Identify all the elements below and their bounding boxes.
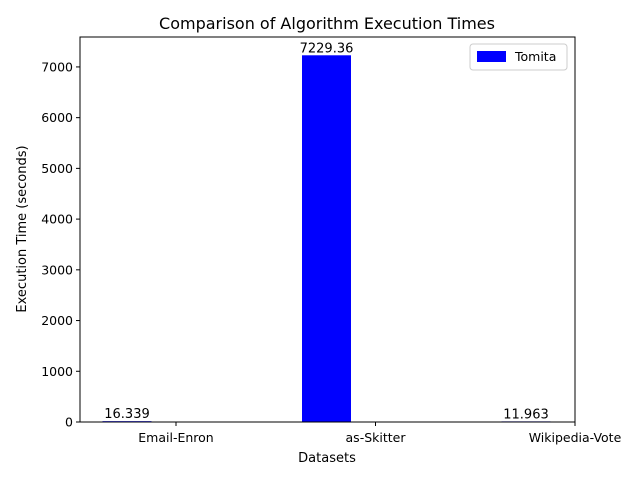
x-tick-label: Email-Enron <box>138 430 213 445</box>
y-tick-label: 0 <box>65 415 73 430</box>
legend-swatch <box>477 51 506 62</box>
data-label: 11.963 <box>503 407 549 422</box>
x-tick-label: as-Skitter <box>346 430 407 445</box>
y-tick-label: 7000 <box>41 59 73 74</box>
bar-as-skitter <box>302 55 351 422</box>
y-tick-label: 1000 <box>41 364 73 379</box>
x-ticks: Email-Enron as-Skitter Wikipedia-Vote <box>138 422 622 445</box>
x-tick-label: Wikipedia-Vote <box>529 430 622 445</box>
y-axis-label: Execution Time (seconds) <box>15 145 30 312</box>
y-tick-label: 2000 <box>41 313 73 328</box>
legend: Tomita <box>469 43 568 71</box>
y-tick-label: 6000 <box>41 110 73 125</box>
y-tick-label: 4000 <box>41 212 73 227</box>
legend-label: Tomita <box>514 49 556 64</box>
y-tick-label: 5000 <box>41 161 73 176</box>
y-ticks: 0 1000 2000 3000 4000 5000 6000 7000 <box>41 59 80 430</box>
data-label: 7229.36 <box>300 41 354 56</box>
y-tick-label: 3000 <box>41 262 73 277</box>
plot-frame <box>79 36 576 423</box>
data-label: 16.339 <box>104 407 150 422</box>
x-axis-label: Datasets <box>298 451 356 466</box>
chart-title: Comparison of Algorithm Execution Times <box>159 14 495 33</box>
bars-group: 16.339 7229.36 11.963 <box>102 41 551 422</box>
legend-box <box>469 43 568 71</box>
